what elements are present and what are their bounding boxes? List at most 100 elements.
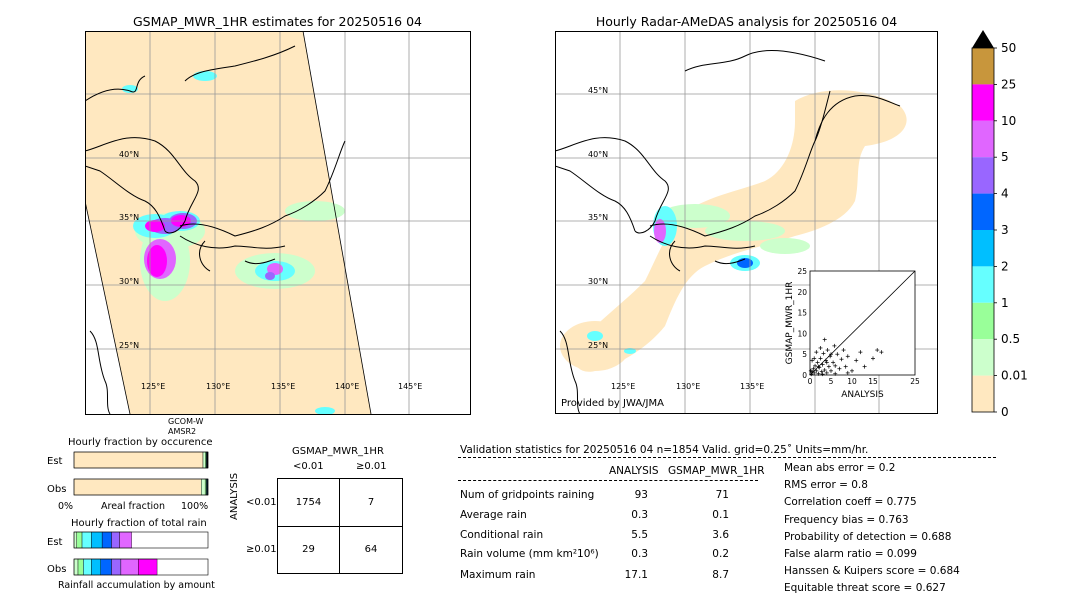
occurrence-xtick-right: 100% bbox=[181, 501, 209, 512]
sensor-label: AMSR2 bbox=[168, 427, 197, 436]
score-frequency-bias: Frequency bias = 0.763 bbox=[784, 514, 909, 526]
stacked-bar-segment bbox=[73, 531, 77, 549]
satellite-label: GCOM-W bbox=[168, 417, 204, 426]
right-lon-label: 130°E bbox=[676, 382, 701, 391]
left-lon-label: 135°E bbox=[271, 382, 296, 391]
stat-row-gsmap: 3.6 bbox=[712, 529, 729, 541]
score-correlation: Correlation coeff = 0.775 bbox=[784, 496, 917, 508]
colorbar-segment bbox=[972, 266, 994, 303]
left-lat-label: 40°N bbox=[119, 150, 140, 159]
right-rain-area bbox=[587, 204, 810, 354]
colorbar-label: 10 bbox=[1001, 114, 1016, 128]
stacked-bar-segment bbox=[91, 558, 102, 576]
scatter-xlabel: ANALYSIS bbox=[841, 390, 884, 400]
right-lat-label: 30°N bbox=[588, 277, 609, 286]
stacked-bar-segment bbox=[73, 451, 204, 469]
stacked-bar-segment bbox=[101, 531, 112, 549]
rain-fraction-xlabel: Rainfall accumulation by amount bbox=[58, 580, 215, 591]
contingency-table: 1754 7 29 64 bbox=[277, 478, 403, 574]
colorbar: 50 25 10 5 4 3 2 1 0.5 0.01 0 bbox=[971, 30, 1028, 418]
scatter-point bbox=[828, 354, 833, 359]
left-map-title: GSMAP_MWR_1HR estimates for 20250516 04 bbox=[133, 14, 422, 29]
scatter-point bbox=[875, 348, 880, 353]
colorbar-label: 3 bbox=[1001, 223, 1009, 237]
scatter-point bbox=[815, 360, 820, 365]
scatter-point bbox=[835, 352, 840, 357]
scatter-point bbox=[819, 369, 824, 374]
left-lon-label: 130°E bbox=[206, 382, 231, 391]
scatter-point bbox=[845, 354, 850, 359]
rain-fraction-est-label: Est bbox=[47, 537, 63, 548]
right-lat-label: 35°N bbox=[588, 213, 609, 222]
cell-miss: 29 bbox=[302, 544, 315, 555]
scatter-xtick: 10 bbox=[847, 377, 857, 386]
cell-hit: 1754 bbox=[295, 497, 322, 508]
stat-row-analysis: 93 bbox=[634, 489, 648, 501]
stacked-bar-segment bbox=[138, 558, 158, 576]
colorbar-label: 1 bbox=[1001, 296, 1009, 310]
scatter-ytick: 10 bbox=[797, 329, 807, 338]
scatter-point bbox=[826, 364, 831, 369]
scatter-point bbox=[839, 357, 844, 362]
scatter-point bbox=[809, 372, 814, 377]
scatter-xtick: 0 bbox=[808, 377, 813, 386]
stacked-bar-segment bbox=[100, 558, 112, 576]
contingency-title: GSMAP_MWR_1HR bbox=[292, 446, 384, 457]
right-lon-label: 135°E bbox=[740, 382, 765, 391]
scatter-point bbox=[858, 350, 863, 355]
left-lon-label: 145°E bbox=[398, 382, 423, 391]
left-lon-label: 140°E bbox=[335, 382, 360, 391]
colorbar-segment bbox=[972, 375, 994, 412]
stacked-bar-segment bbox=[73, 478, 202, 496]
stat-row-label: Num of gridpoints raining bbox=[460, 489, 595, 501]
scatter-point bbox=[817, 365, 822, 370]
stat-row-label: Maximum rain bbox=[460, 569, 536, 581]
scatter-plot: 0 5 10 15 25 0 5 10 15 20 25 ANALYSIS GSMAP_MWR_1HR bbox=[785, 267, 920, 400]
scatter-point bbox=[818, 356, 823, 361]
colorbar-segment bbox=[972, 120, 994, 158]
scatter-point bbox=[837, 366, 842, 371]
stacked-bar-segment bbox=[111, 558, 122, 576]
stacked-bar-segment bbox=[119, 531, 132, 549]
stacked-bar-segment bbox=[201, 478, 206, 496]
scatter-point bbox=[833, 371, 838, 376]
cell-correct-hit: 64 bbox=[364, 544, 378, 555]
scatter-point bbox=[871, 356, 875, 361]
stacked-bar-frame bbox=[73, 478, 209, 496]
scatter-xtick: 15 bbox=[868, 377, 878, 386]
left-map bbox=[85, 31, 471, 415]
scatter-point bbox=[843, 364, 848, 369]
scatter-ytick: 20 bbox=[797, 288, 807, 297]
scatter-point bbox=[820, 362, 825, 367]
colorbar-label: 25 bbox=[1001, 77, 1016, 91]
scatter-point bbox=[824, 370, 829, 375]
colorbar-label: 0.5 bbox=[1001, 332, 1020, 346]
stacked-bar-segment bbox=[77, 558, 84, 576]
colorbar-segment bbox=[972, 193, 994, 230]
stat-row-gsmap: 8.7 bbox=[712, 569, 729, 581]
stacked-bar-segment bbox=[111, 531, 120, 549]
scatter-point bbox=[833, 363, 838, 368]
cell-false-alarm: 7 bbox=[367, 497, 375, 508]
colorbar-label: 5 bbox=[1001, 150, 1009, 164]
scatter-point bbox=[812, 370, 817, 375]
stacked-bar-segment bbox=[91, 531, 103, 549]
colorbar-segment bbox=[972, 48, 994, 85]
data-credit: Provided by JWA/JMA bbox=[561, 398, 664, 409]
scatter-point bbox=[831, 360, 836, 365]
scatter-point bbox=[821, 351, 826, 356]
occurrence-chart-title: Hourly fraction by occurence bbox=[68, 437, 213, 448]
score-hk: Hanssen & Kuipers score = 0.684 bbox=[784, 565, 960, 577]
occurrence-obs-label: Obs bbox=[47, 484, 67, 495]
stacked-bar-frame bbox=[73, 451, 209, 469]
left-lat-label: 35°N bbox=[119, 213, 140, 222]
right-lat-label: 25°N bbox=[588, 341, 609, 350]
scatter-point bbox=[816, 371, 821, 376]
stacked-bar-segment bbox=[120, 558, 139, 576]
scatter-diagonal bbox=[809, 270, 916, 376]
stat-row-label: Conditional rain bbox=[460, 529, 544, 541]
colorbar-segment bbox=[972, 339, 994, 376]
contingency-col-label: ≥0.01 bbox=[356, 461, 387, 472]
stacked-bar-segment bbox=[73, 558, 79, 576]
left-lon-label: 125°E bbox=[141, 382, 166, 391]
